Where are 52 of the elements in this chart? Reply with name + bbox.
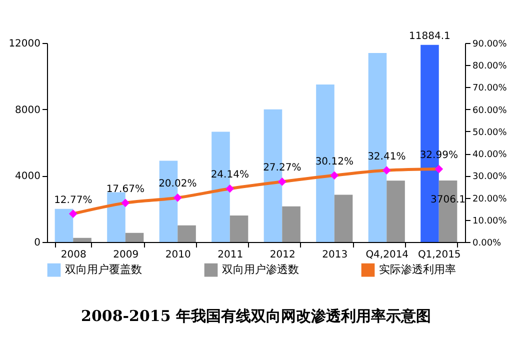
legend-label: 双向用户覆盖数: [65, 263, 142, 276]
y-tick-label: 0: [34, 238, 40, 248]
data-label: 24.14%: [210, 170, 249, 181]
point: [382, 166, 391, 175]
bar: [386, 180, 405, 242]
point: [330, 171, 339, 180]
data-label: 30.12%: [315, 156, 354, 168]
bar: [125, 232, 144, 242]
y-tick-label: 12000: [8, 38, 40, 50]
x-tick-label: 2011: [218, 250, 244, 260]
y2-tick-label: 70.00%: [472, 84, 508, 94]
point: [226, 184, 234, 193]
data-label: 12.77%: [54, 194, 92, 206]
bar: [178, 225, 196, 242]
y2-tick-label: 30.00%: [472, 172, 508, 182]
x-tick-label: 2009: [113, 250, 139, 260]
x-tick-label: Q1,2015: [418, 250, 461, 260]
x-tick-label: 2012: [270, 250, 296, 260]
point: [121, 198, 130, 208]
y2-tick-label: 10.00%: [472, 216, 508, 226]
y2-tick-label: 90.00%: [472, 40, 508, 50]
y-tick-label: 4000: [15, 171, 40, 182]
y-tick-label: 8000: [15, 104, 40, 116]
data-label: 11884.1: [409, 30, 450, 42]
bar: [282, 206, 300, 242]
data-label: 17.67%: [106, 184, 144, 195]
x-tick-label: 2008: [60, 250, 86, 260]
x-tick-label: 2013: [322, 250, 348, 260]
bar: [334, 194, 353, 242]
data-label: 32.99%: [420, 150, 458, 162]
legend-label: 双向用户渗透数: [222, 263, 299, 276]
y2-tick-label: 60.00%: [472, 106, 508, 116]
bar: [107, 192, 126, 242]
y2-tick-label: 40.00%: [472, 150, 508, 160]
y2-tick-label: 20.00%: [472, 194, 508, 204]
point: [173, 194, 182, 202]
y2-tick-label: 80.00%: [472, 62, 508, 72]
point: [68, 210, 78, 218]
point: [434, 164, 444, 174]
bar: [73, 238, 92, 242]
legend-label: 实际渗透利用率: [379, 263, 456, 276]
bar: [54, 208, 74, 242]
data-label: 27.27%: [263, 162, 302, 174]
data-label: 20.02%: [158, 178, 197, 190]
y2-tick-label: 0.00%: [472, 238, 502, 248]
point: [278, 178, 286, 186]
text: 2008-2015 年我国有线双向网改渗透利用率示意图: [81, 307, 431, 325]
x-tick-label: 2010: [165, 250, 191, 260]
y2-tick-label: 50.00%: [472, 128, 508, 138]
x-tick-label: Q4,2014: [366, 250, 409, 260]
data-label: 32.41%: [368, 151, 406, 162]
bar: [230, 215, 248, 242]
